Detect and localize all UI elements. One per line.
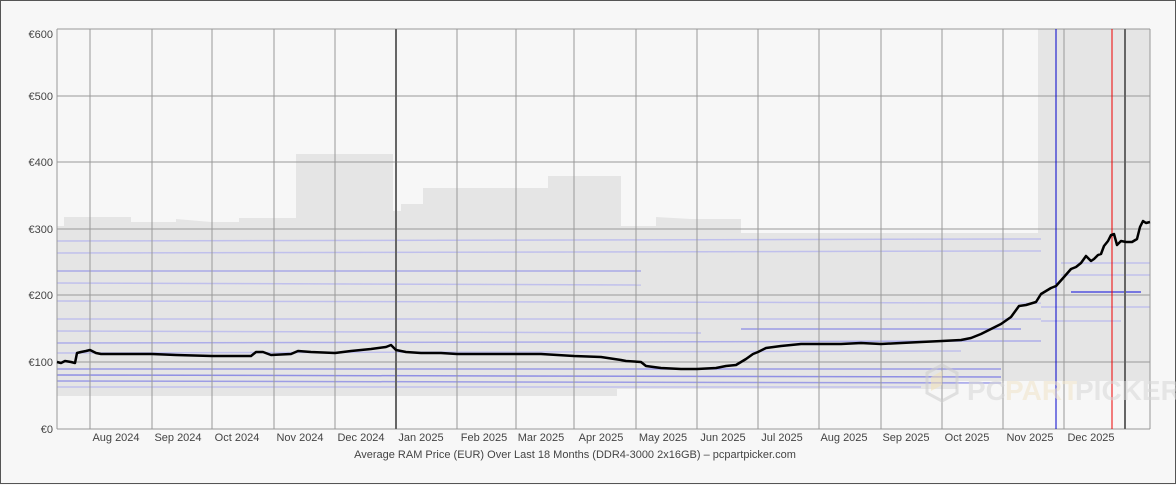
x-axis: Aug 2024 Sep 2024 Oct 2024 Nov 2024 Dec …	[92, 432, 1114, 444]
cube-logo-icon	[925, 363, 959, 403]
y-tick-label: €600	[29, 29, 53, 41]
x-tick-label: Sep 2024	[154, 432, 201, 444]
x-tick-label: Nov 2025	[1006, 432, 1053, 444]
x-tick-label: Jul 2025	[761, 432, 803, 444]
average-price-line	[56, 219, 1151, 371]
y-tick-label: €100	[29, 357, 53, 369]
y-axis: €0 €100 €200 €300 €400 €500 €600	[29, 29, 53, 436]
y-tick-label: €200	[29, 290, 53, 302]
product-price-lines	[56, 238, 1150, 388]
y-tick-label: €0	[41, 424, 53, 436]
x-tick-label: Feb 2025	[461, 432, 507, 444]
watermark-part: PART	[1005, 375, 1079, 406]
x-tick-label: Dec 2025	[1067, 432, 1114, 444]
y-tick-label: €500	[29, 91, 53, 103]
x-tick-label: Oct 2025	[945, 432, 990, 444]
watermark-picker: PICKER	[1075, 375, 1176, 406]
watermark-pc: PC	[967, 375, 1006, 406]
x-tick-label: May 2025	[639, 432, 687, 444]
x-tick-label: Jun 2025	[700, 432, 745, 444]
gridlines	[56, 28, 1151, 430]
pcpartpicker-watermark: PC PART PICKER	[925, 363, 1176, 406]
x-tick-label: Apr 2025	[579, 432, 624, 444]
x-tick-label: Dec 2024	[337, 432, 384, 444]
x-tick-label: Oct 2024	[215, 432, 260, 444]
x-tick-label: Jan 2025	[398, 432, 443, 444]
chart-title: Average RAM Price (EUR) Over Last 18 Mon…	[354, 449, 796, 461]
x-tick-label: Aug 2025	[820, 432, 867, 444]
y-tick-label: €400	[29, 157, 53, 169]
y-tick-label: €300	[29, 224, 53, 236]
x-tick-label: Sep 2025	[882, 432, 929, 444]
x-tick-label: Mar 2025	[518, 432, 564, 444]
x-tick-label: Nov 2024	[276, 432, 323, 444]
x-tick-label: Aug 2024	[92, 432, 139, 444]
